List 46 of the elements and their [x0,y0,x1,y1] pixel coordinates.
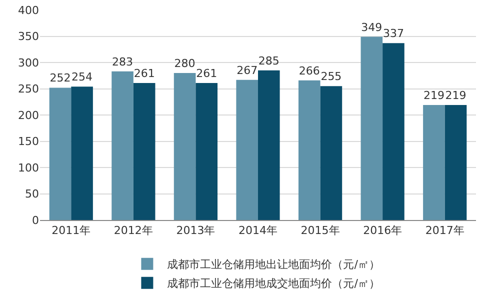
legend-label: 成都市工业仓储用地出让地面均价（元/㎡） [167,258,380,272]
bar [71,86,93,220]
bar [423,105,445,220]
data-label: 283 [112,55,134,68]
bar [49,88,72,220]
x-tick-label: 2012年 [114,224,153,238]
bar [382,43,404,220]
y-tick-label: 350 [18,30,39,44]
x-tick-label: 2016年 [363,224,402,238]
bar [258,70,280,220]
y-tick-label: 400 [18,4,39,17]
y-tick-label: 50 [25,188,39,201]
data-label: 255 [320,70,342,84]
x-tick-label: 2013年 [176,224,216,238]
data-label: 219 [423,89,444,102]
data-label: 349 [361,20,382,34]
y-tick-label: 100 [18,161,39,174]
data-label: 261 [196,66,218,80]
bar [196,82,218,220]
bar [236,80,258,220]
bar [133,82,156,220]
data-label: 261 [134,66,155,80]
bar [444,105,467,220]
y-tick-label: 150 [18,135,39,148]
bar [320,86,342,220]
bar [112,71,134,220]
y-tick-label: 200 [18,108,39,122]
y-tick-label: 0 [32,214,39,227]
data-label: 252 [50,72,71,85]
data-label: 337 [382,27,404,40]
x-tick-label: 2017年 [425,224,464,238]
data-label: 280 [174,57,196,70]
y-tick-label: 300 [18,56,39,70]
data-label: 267 [236,64,258,77]
bar [174,73,196,220]
bar [298,80,320,220]
data-label: 254 [72,70,93,84]
y-tick-label: 250 [18,82,39,96]
x-tick-label: 2014年 [238,224,278,238]
data-label: 285 [258,54,280,68]
x-tick-label: 2011年 [52,224,91,238]
legend-label: 成都市工业仓储用地成交地面均价（元/㎡） [167,277,380,290]
bar [360,36,383,220]
data-label: 219 [445,89,466,102]
x-tick-label: 2015年 [300,224,340,238]
data-label: 266 [298,64,320,78]
